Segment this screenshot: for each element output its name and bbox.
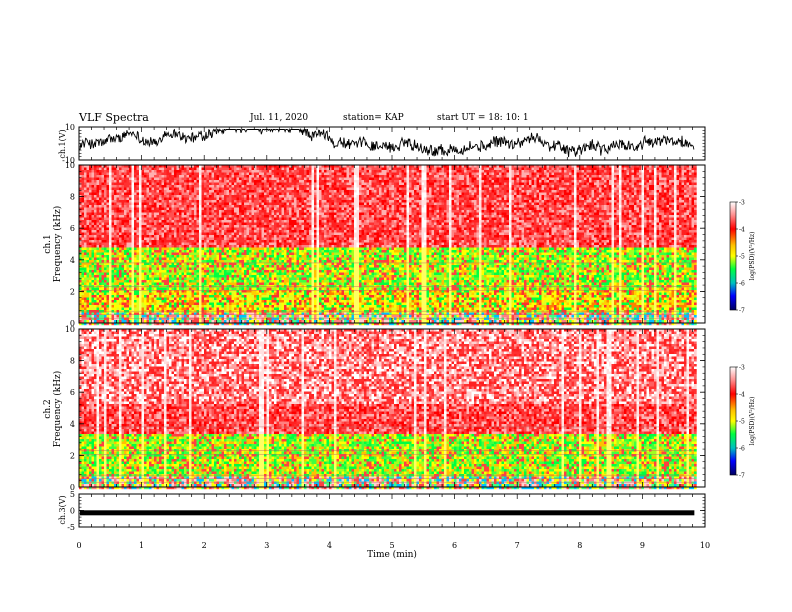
ch1-spectrogram-cells xyxy=(79,165,697,326)
x-tick-label: 6 xyxy=(452,541,457,550)
x-axis-label: Time (min) xyxy=(367,549,417,560)
x-tick-label: 4 xyxy=(327,541,332,550)
y-tick-label: 8 xyxy=(70,193,75,202)
y-tick-label: 6 xyxy=(70,224,75,233)
y-tick-label: 5 xyxy=(70,490,75,499)
y-tick-label: -10 xyxy=(62,156,75,165)
y-tick-label: 0 xyxy=(70,507,75,516)
ch1-colorbar-label: log(PSD)(V²/Hz) xyxy=(749,232,756,281)
y-tick-label: 2 xyxy=(70,287,75,296)
y-tick-label: 0 xyxy=(70,319,75,328)
colorbar-tick-label: -6 xyxy=(739,281,745,288)
date-label: Jul. 11, 2020 xyxy=(250,113,308,123)
start-time-label: start UT = 18: 10: 1 xyxy=(437,113,529,123)
ch2-spectrogram-ylabel: Frequency (kHz) xyxy=(52,371,63,448)
x-tick-label: 5 xyxy=(389,541,394,550)
ch1-waveform-line xyxy=(79,127,695,158)
x-tick-label: 7 xyxy=(515,541,520,550)
x-tick-label: 0 xyxy=(76,541,81,550)
colorbar-tick-label: -6 xyxy=(739,446,745,453)
y-tick-label: 8 xyxy=(70,357,75,366)
ch2-spectrogram-cells xyxy=(79,329,697,490)
ch2-colorbar-label: log(PSD)(V²/Hz) xyxy=(749,397,756,446)
ch2-spectrogram-panel: 0 2 4 6 8 10 xyxy=(65,325,706,492)
colorbar-tick-label: -4 xyxy=(739,227,745,234)
ch1-waveform-ylabel: ch.1(V) xyxy=(58,129,67,158)
y-tick-label: 4 xyxy=(70,420,75,429)
colorbars: -3 -4 -5 -6 -7 log(PSD)(V²/Hz) -3 -4 -5 -6 -7 log(P… xyxy=(729,200,756,480)
x-tick-label: 10 xyxy=(700,541,710,550)
colorbar-tick-label: -4 xyxy=(739,392,745,399)
ch1-waveform-panel: 10 -10 xyxy=(62,123,706,165)
x-tick-label: 9 xyxy=(640,541,645,550)
colorbar-tick-label: -5 xyxy=(739,419,745,426)
ch1-spectrogram-ylabel: Frequency (kHz) xyxy=(52,206,63,283)
y-tick-label: 6 xyxy=(70,388,75,397)
x-tick-label: 1 xyxy=(139,541,144,550)
ch3-waveform-line xyxy=(80,510,695,516)
y-tick-label: -5 xyxy=(67,523,75,532)
ch1-spectrogram-ylabel-top: ch.1 xyxy=(43,234,53,253)
y-tick-label: 4 xyxy=(70,256,75,265)
ch1-colorbar xyxy=(729,201,737,311)
station-label: station= KAP xyxy=(343,113,404,123)
time-axis: 0 1 2 3 4 5 6 7 8 9 10 xyxy=(76,541,710,550)
colorbar-tick-label: -3 xyxy=(739,365,745,372)
ch2-spectrogram-ylabel-top: ch.2 xyxy=(43,399,53,418)
x-tick-label: 3 xyxy=(264,541,269,550)
ch1-spectrogram-panel: 0 2 4 6 8 10 xyxy=(65,161,706,328)
y-tick-label: 2 xyxy=(70,451,75,460)
colorbar-tick-label: -7 xyxy=(739,473,745,480)
colorbar-tick-label: -7 xyxy=(739,308,745,315)
colorbar-tick-label: -3 xyxy=(739,200,745,207)
y-tick-label: 0 xyxy=(70,483,75,492)
x-tick-label: 8 xyxy=(577,541,582,550)
page-title: VLF Spectra xyxy=(79,111,149,124)
y-tick-label: 10 xyxy=(65,161,75,170)
colorbar-tick-label: -5 xyxy=(739,254,745,261)
ch3-waveform-panel: 5 0 -5 xyxy=(67,490,706,532)
y-tick-label: 10 xyxy=(65,123,75,132)
y-tick-label: 10 xyxy=(65,325,75,334)
ch2-colorbar xyxy=(729,366,737,476)
ch3-waveform-ylabel: ch.3(V) xyxy=(58,495,67,524)
x-tick-label: 2 xyxy=(202,541,207,550)
